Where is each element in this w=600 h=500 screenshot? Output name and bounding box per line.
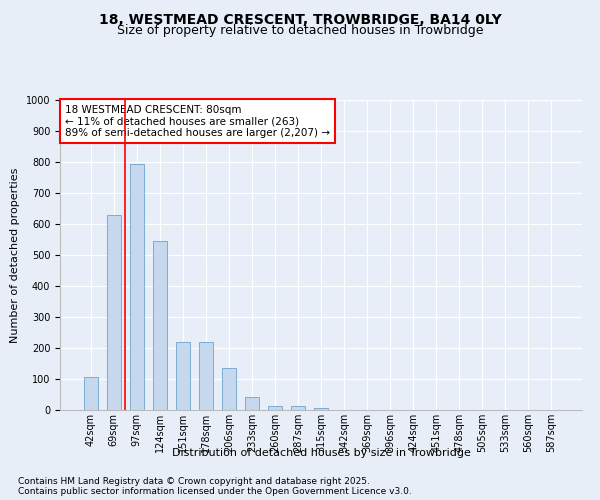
Text: Contains HM Land Registry data © Crown copyright and database right 2025.: Contains HM Land Registry data © Crown c… (18, 478, 370, 486)
Bar (314, 408, 328, 410)
Y-axis label: Number of detached properties: Number of detached properties (10, 168, 20, 342)
Bar (84, 378, 98, 410)
Bar (199, 342, 213, 410)
Bar (130, 164, 143, 410)
Bar (153, 241, 167, 410)
Text: 18, WESTMEAD CRESCENT, TROWBRIDGE, BA14 0LY: 18, WESTMEAD CRESCENT, TROWBRIDGE, BA14 … (98, 12, 502, 26)
Text: Size of property relative to detached houses in Trowbridge: Size of property relative to detached ho… (117, 24, 483, 37)
Bar (268, 406, 282, 410)
Text: 18 WESTMEAD CRESCENT: 80sqm
← 11% of detached houses are smaller (263)
89% of se: 18 WESTMEAD CRESCENT: 80sqm ← 11% of det… (65, 104, 330, 138)
Text: Distribution of detached houses by size in Trowbridge: Distribution of detached houses by size … (172, 448, 470, 458)
Bar (176, 342, 190, 410)
Text: Contains public sector information licensed under the Open Government Licence v3: Contains public sector information licen… (18, 488, 412, 496)
Bar (245, 397, 259, 410)
Bar (107, 214, 121, 410)
Bar (291, 406, 305, 410)
Bar (222, 368, 236, 410)
